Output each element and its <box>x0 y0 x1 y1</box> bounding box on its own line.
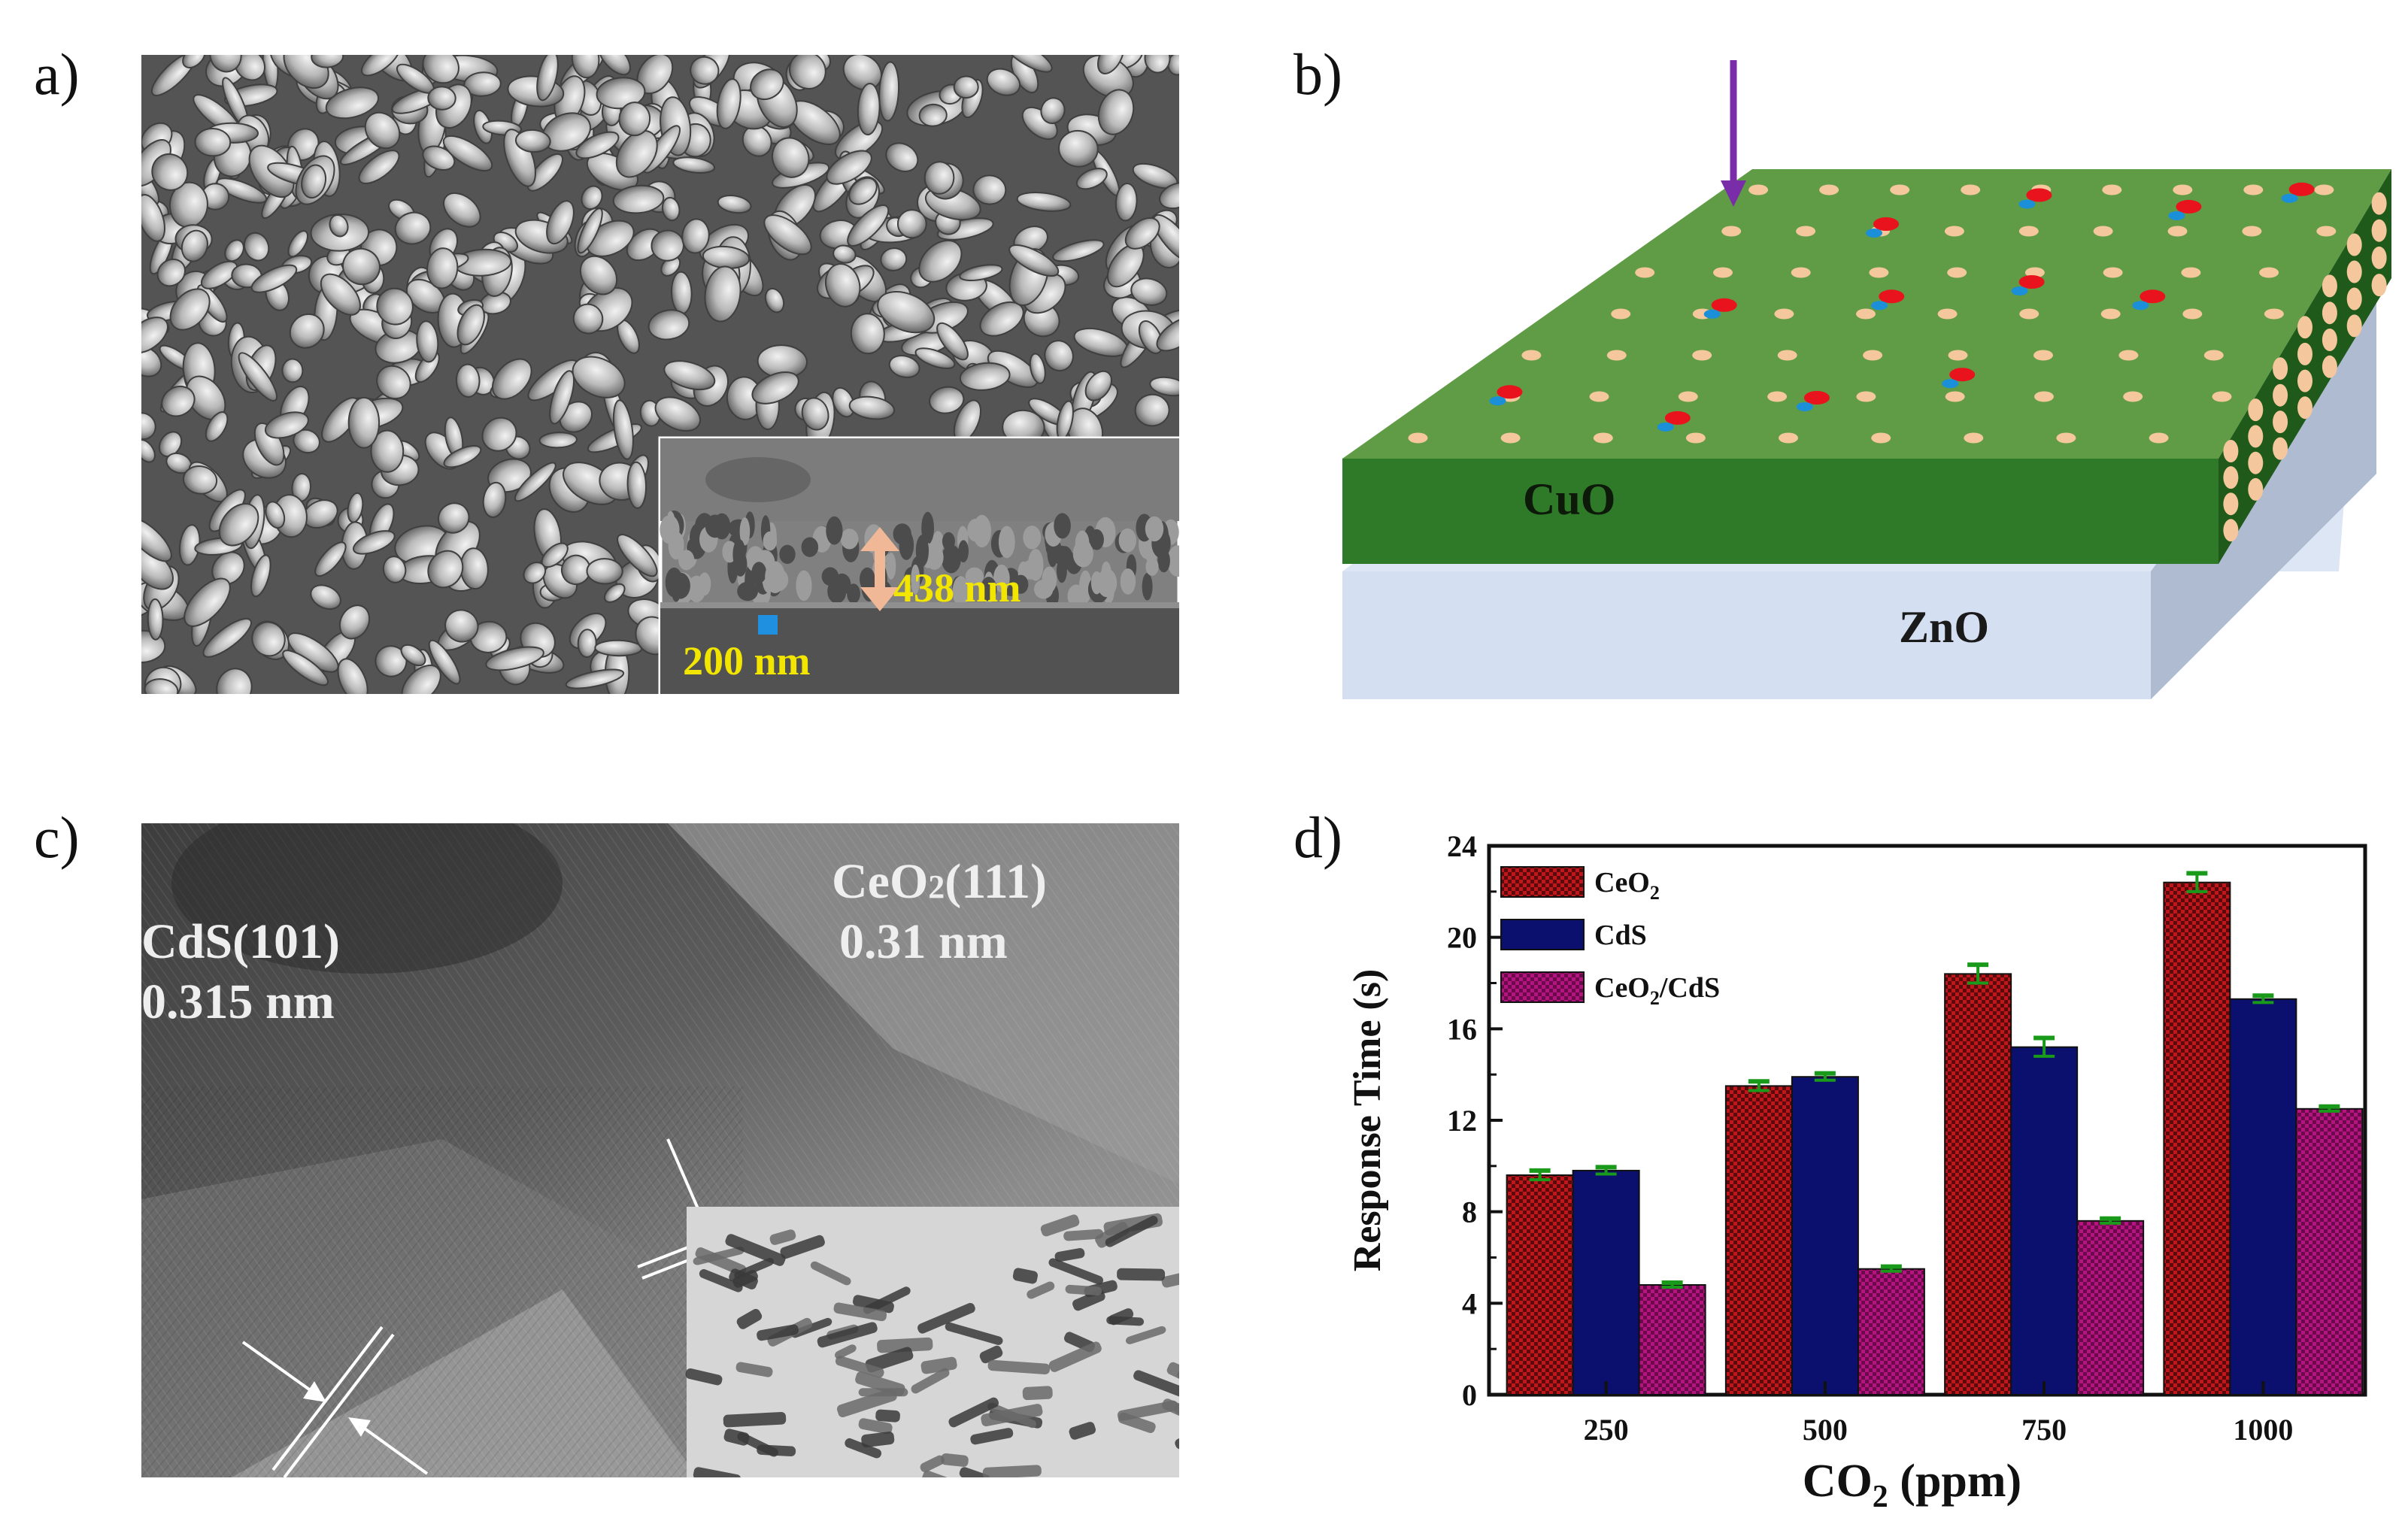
x-tick-label: 750 <box>2021 1413 2067 1447</box>
bar-2-0 <box>1638 1284 1706 1395</box>
device-schematic-panel: CuO ZnO <box>1324 53 2391 699</box>
legend-label-0: CeO2 <box>1594 867 1660 904</box>
panel-label-d: d) <box>1293 804 1342 870</box>
response-time-chart-panel: 0 4 8 12 16 20 24 250 500 750 1000 CeO2 CdS CeO2/CdS R… <box>1324 816 2391 1515</box>
cross-section-inset <box>658 436 1179 694</box>
heterojunction-diagram <box>1342 60 2391 699</box>
hrtem-panel: CdS(101) 0.315 nm CeO2(111) 0.31 nm <box>141 823 1179 1477</box>
thickness-label: 438 nm <box>893 565 1021 611</box>
bar-0-1 <box>1724 1085 1793 1395</box>
sem-image-panel: 438 nm 200 nm <box>141 55 1179 694</box>
y-tick-label: 8 <box>1462 1195 1477 1229</box>
legend-swatch-1 <box>1500 919 1585 950</box>
sem-grains <box>141 55 1179 694</box>
y-tick-label: 4 <box>1462 1286 1477 1320</box>
cds-plane-label: CdS(101) <box>141 914 341 969</box>
panel-label-c: c) <box>34 804 80 870</box>
legend-label-2: CeO2/CdS <box>1594 972 1720 1009</box>
bar-1-0 <box>1572 1169 1640 1395</box>
incident-arrow <box>1721 60 1746 207</box>
ceo2-plane-hkl: (111) <box>945 854 1047 909</box>
thickness-arrow <box>860 527 899 611</box>
y-tick-label: 0 <box>1462 1378 1477 1412</box>
legend-swatch-0 <box>1500 866 1585 898</box>
zno-label: ZnO <box>1899 602 1990 652</box>
zno-front-face <box>1342 571 2151 699</box>
y-tick-label: 24 <box>1447 829 1477 863</box>
cuo-particles <box>1408 182 2337 444</box>
bar-1-1 <box>1791 1076 1859 1395</box>
y-tick-label: 20 <box>1447 921 1477 955</box>
bar-2-2 <box>2076 1220 2145 1395</box>
panel-label-a: a) <box>34 41 80 107</box>
ceo2-plane-main: CeO <box>832 854 929 909</box>
bar-2-1 <box>1857 1268 1925 1395</box>
x-tick-label: 500 <box>1803 1413 1848 1447</box>
ceo2-plane-label: CeO2(111) <box>832 853 1047 911</box>
y-tick-label: 12 <box>1447 1104 1477 1138</box>
side-particles <box>2223 192 2387 542</box>
bar-0-0 <box>1506 1174 1574 1395</box>
legend-label-1: CdS <box>1594 920 1647 951</box>
cuo-label: CuO <box>1523 474 1616 524</box>
y-axis-label: Response Time (s) <box>1346 969 1389 1272</box>
bar-2-3 <box>2295 1107 2364 1395</box>
ceo2-spacing-label: 0.31 nm <box>839 914 1008 969</box>
response-time-bar-chart: 0 4 8 12 16 20 24 250 500 750 1000 CeO2 CdS CeO2/CdS R… <box>1346 829 2367 1514</box>
x-tick-label: 250 <box>1584 1413 1629 1447</box>
bar-1-3 <box>2229 998 2297 1395</box>
tem-overview-inset <box>685 1207 1179 1477</box>
panel-label-b: b) <box>1293 41 1342 107</box>
x-tick-label: 1000 <box>2233 1413 2293 1447</box>
x-axis-label: CO2 (ppm) <box>1803 1456 2021 1514</box>
hrtem-image <box>141 823 1179 1477</box>
cds-spacing-label: 0.315 nm <box>141 974 335 1029</box>
bar-0-3 <box>2163 881 2231 1395</box>
cuo-front-face <box>1342 459 2218 564</box>
sem-surface-image <box>141 55 1179 694</box>
scale-bar-marker <box>758 615 778 635</box>
ceo2-plane-sub: 2 <box>928 868 945 905</box>
bar-1-2 <box>2010 1046 2079 1395</box>
scale-bar-label: 200 nm <box>683 638 811 683</box>
y-tick-label: 16 <box>1447 1012 1477 1046</box>
legend-swatch-2 <box>1500 971 1585 1003</box>
cds-lattice-marker <box>241 1326 429 1477</box>
bar-0-2 <box>1944 973 2012 1396</box>
